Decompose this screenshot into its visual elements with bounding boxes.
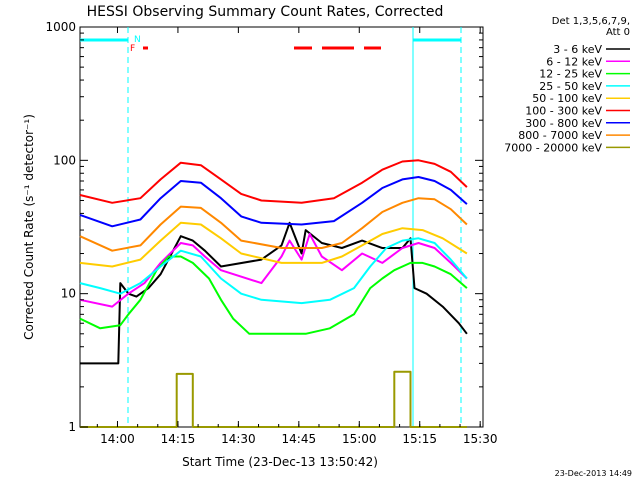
y-tick-label: 1000: [45, 20, 76, 34]
x-tick-label: 15:30: [463, 432, 498, 446]
legend-label: 50 - 100 keV: [532, 92, 602, 105]
legend-label: 7000 - 20000 keV: [504, 141, 602, 154]
series-line-12-25kev: [79, 255, 468, 335]
y-tick-label: 100: [53, 153, 76, 167]
axis-layer: 14:00 14:15 14:30 14:45 15:00 15:15 15:30 1 10 10…: [45, 20, 497, 446]
attenuator-state-markers: N: [80, 27, 462, 427]
series-line-7000-20000kev: [80, 370, 467, 428]
legend-label: 6 - 12 keV: [546, 55, 602, 68]
legend-label: 800 - 7000 keV: [518, 129, 602, 142]
x-tick-label: 14:30: [221, 432, 256, 446]
plot-frame: [79, 26, 484, 428]
series-line-50-100kev: [79, 221, 468, 268]
series-line-3-6kev: [80, 221, 468, 365]
night-marker-label: N: [134, 35, 141, 45]
x-tick-label: 15:15: [402, 432, 437, 446]
series-line-300-800kev: [79, 176, 468, 228]
flare-markers: F: [130, 44, 381, 54]
y-tick-label: 10: [61, 287, 76, 301]
legend-header-line1: Det 1,3,5,6,7,9,: [552, 16, 630, 27]
series-layer: [79, 159, 468, 428]
series-line-100-300kev: [79, 159, 468, 204]
y-axis-label: Corrected Count Rate (s⁻¹ detector⁻¹): [22, 114, 36, 340]
series-line-25-50kev: [79, 237, 468, 305]
legend-label: 12 - 25 keV: [539, 68, 602, 81]
x-axis-label: Start Time (23-Dec-13 13:50:42): [182, 455, 378, 469]
y-tick-label: 1: [68, 420, 76, 434]
chart-title: HESSI Observing Summary Count Rates, Cor…: [87, 4, 444, 20]
legend-label: 300 - 800 keV: [525, 117, 602, 130]
legend-header-line2: Att 0: [606, 27, 630, 38]
legend-label: 3 - 6 keV: [553, 43, 602, 56]
x-tick-label: 14:45: [282, 432, 317, 446]
footer-timestamp: 23-Dec-2013 14:49: [555, 469, 632, 478]
legend-label: 25 - 50 keV: [539, 80, 602, 93]
x-tick-label: 14:00: [100, 432, 135, 446]
flare-marker-label: F: [130, 44, 135, 54]
x-tick-label: 15:00: [342, 432, 377, 446]
x-tick-label: 14:15: [161, 432, 196, 446]
legend-label: 100 - 300 keV: [525, 105, 602, 118]
series-line-800-7000kev: [79, 197, 468, 252]
